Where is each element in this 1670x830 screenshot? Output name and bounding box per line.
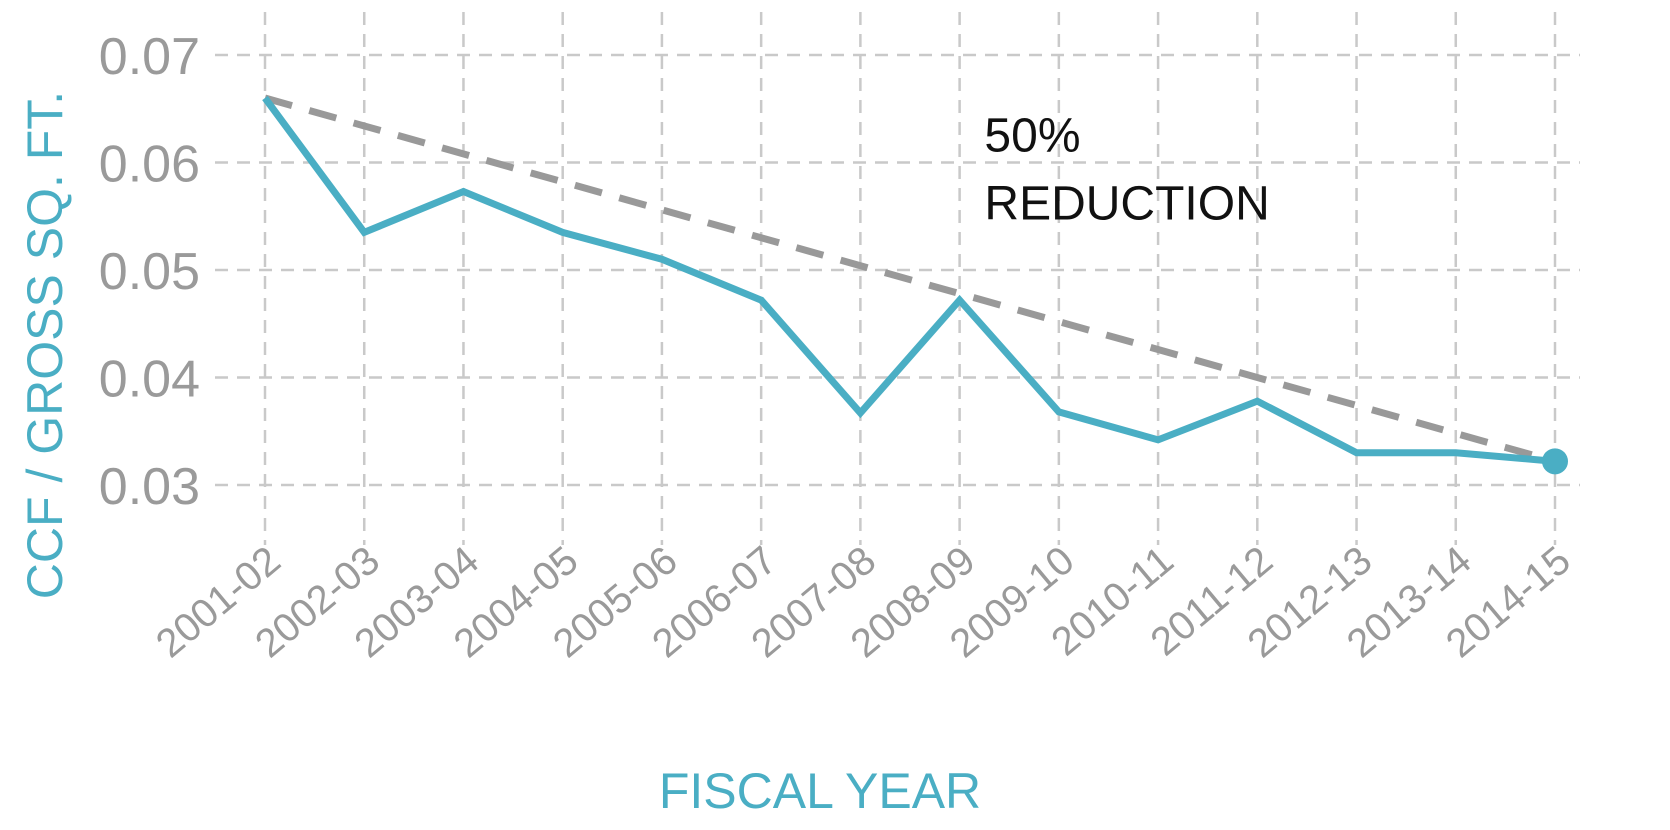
trend-line [264, 94, 1556, 465]
grid [215, 12, 1580, 545]
y-tick-label: 0.07 [99, 28, 200, 86]
x-axis-title: FISCAL YEAR [659, 763, 981, 819]
y-axis-title: CCF / GROSS SQ. FT. [17, 91, 73, 599]
y-axis-ticks: 0.03 0.04 0.05 0.06 0.07 [99, 28, 200, 516]
y-tick-label: 0.05 [99, 243, 200, 301]
x-axis-ticks: 2001-022002-032003-042004-052005-062006-… [148, 538, 1579, 666]
data-point-last [1542, 448, 1568, 475]
series-line [262, 95, 1556, 465]
annotation-label: REDUCTION [984, 177, 1269, 230]
y-tick-label: 0.06 [99, 136, 200, 194]
y-tick-label: 0.03 [99, 458, 200, 516]
annotation-percent: 50% [984, 109, 1080, 162]
y-tick-label: 0.04 [99, 351, 200, 409]
